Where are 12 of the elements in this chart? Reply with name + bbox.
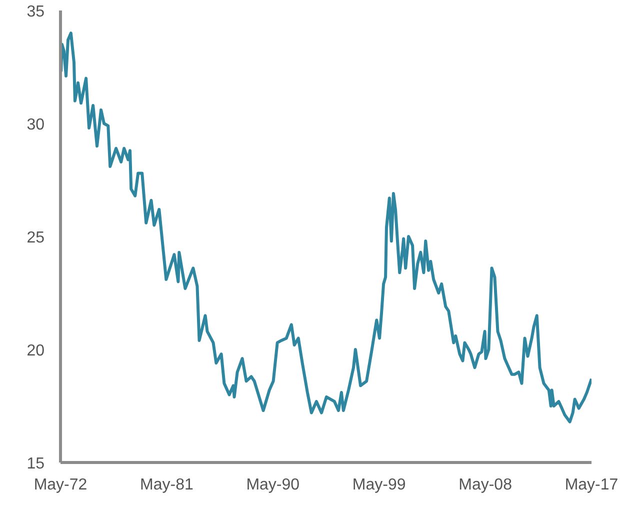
x-tick-label: May-81: [140, 476, 194, 494]
y-tick-label: 15: [26, 456, 45, 472]
y-tick-label: 35: [26, 4, 45, 20]
y-tick-label: 25: [26, 230, 45, 246]
x-tick-label: May-17: [564, 476, 618, 494]
y-tick-label: 20: [26, 342, 45, 360]
y-tick-label: 30: [26, 116, 45, 134]
x-tick-label: May-90: [246, 476, 300, 494]
x-tick-label: May-08: [458, 476, 512, 494]
x-tick-label: May-99: [352, 476, 406, 494]
x-tick-label: May-72: [34, 476, 88, 494]
line-series: [60, 32, 592, 424]
